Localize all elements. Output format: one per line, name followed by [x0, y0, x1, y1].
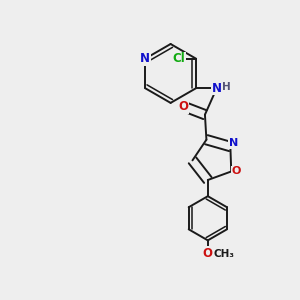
Text: Cl: Cl	[172, 52, 185, 65]
Text: O: O	[178, 100, 188, 113]
Text: N: N	[140, 52, 150, 65]
Text: O: O	[232, 167, 241, 176]
Text: N: N	[229, 138, 238, 148]
Text: H: H	[222, 82, 230, 92]
Text: O: O	[203, 247, 213, 260]
Text: CH₃: CH₃	[214, 249, 235, 259]
Text: N: N	[212, 82, 222, 95]
